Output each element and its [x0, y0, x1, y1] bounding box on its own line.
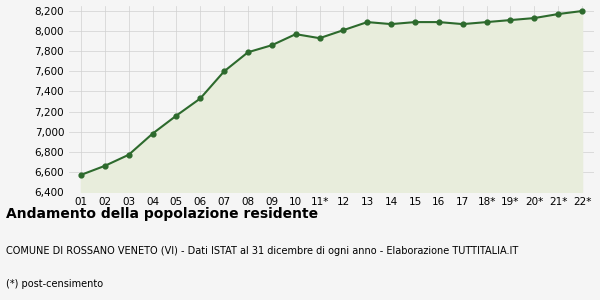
- Point: [291, 32, 301, 37]
- Text: Andamento della popolazione residente: Andamento della popolazione residente: [6, 207, 318, 221]
- Point: [577, 9, 587, 14]
- Point: [410, 20, 420, 25]
- Text: COMUNE DI ROSSANO VENETO (VI) - Dati ISTAT al 31 dicembre di ogni anno - Elabora: COMUNE DI ROSSANO VENETO (VI) - Dati IST…: [6, 246, 518, 256]
- Point: [315, 36, 325, 40]
- Point: [220, 69, 229, 74]
- Point: [362, 20, 372, 25]
- Point: [506, 18, 515, 22]
- Point: [243, 50, 253, 55]
- Point: [458, 22, 467, 26]
- Point: [196, 96, 205, 101]
- Text: (*) post-censimento: (*) post-censimento: [6, 279, 103, 289]
- Point: [100, 164, 110, 168]
- Point: [148, 131, 157, 136]
- Point: [267, 43, 277, 48]
- Point: [434, 20, 443, 25]
- Point: [482, 20, 491, 25]
- Point: [338, 28, 348, 32]
- Point: [386, 22, 396, 26]
- Point: [76, 172, 86, 177]
- Point: [530, 16, 539, 20]
- Point: [553, 12, 563, 16]
- Point: [172, 113, 181, 118]
- Point: [124, 152, 133, 157]
